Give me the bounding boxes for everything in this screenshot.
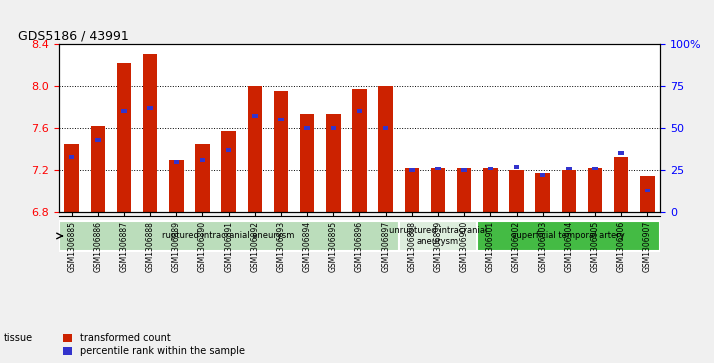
Bar — [64, 144, 79, 212]
Text: GSM1306903: GSM1306903 — [538, 221, 547, 273]
Bar — [614, 158, 628, 212]
Bar — [304, 126, 310, 130]
Bar — [357, 109, 362, 113]
Text: GSM1306888: GSM1306888 — [146, 221, 155, 272]
Bar — [640, 176, 655, 212]
Legend: transformed count, percentile rank within the sample: transformed count, percentile rank withi… — [64, 333, 245, 356]
FancyBboxPatch shape — [398, 221, 477, 250]
Text: GSM1306893: GSM1306893 — [276, 221, 286, 272]
Text: GSM1306898: GSM1306898 — [408, 221, 416, 272]
Text: GSM1306900: GSM1306900 — [460, 221, 468, 273]
Bar — [174, 160, 179, 164]
Text: GSM1306891: GSM1306891 — [224, 221, 233, 272]
Text: GSM1306892: GSM1306892 — [251, 221, 259, 272]
Bar — [278, 118, 283, 121]
Bar — [618, 151, 624, 155]
Bar — [436, 167, 441, 170]
Bar — [645, 188, 650, 192]
Text: GSM1306896: GSM1306896 — [355, 221, 364, 272]
Text: GSM1306889: GSM1306889 — [172, 221, 181, 272]
Bar — [457, 168, 471, 212]
Bar — [431, 168, 446, 212]
Bar — [540, 174, 545, 177]
Text: GSM1306904: GSM1306904 — [564, 221, 573, 273]
Text: GSM1306907: GSM1306907 — [643, 221, 652, 273]
Bar — [536, 173, 550, 212]
Text: tissue: tissue — [4, 333, 33, 343]
Text: ruptured intracranial aneurysm: ruptured intracranial aneurysm — [163, 232, 295, 240]
Text: GSM1306887: GSM1306887 — [119, 221, 129, 272]
Text: GDS5186 / 43991: GDS5186 / 43991 — [18, 29, 129, 42]
Text: GSM1306895: GSM1306895 — [329, 221, 338, 272]
Bar — [91, 126, 105, 212]
Bar — [352, 89, 367, 212]
FancyBboxPatch shape — [477, 221, 660, 250]
Text: unruptured intracranial
aneurysm: unruptured intracranial aneurysm — [389, 226, 487, 246]
Bar — [248, 86, 262, 212]
Bar — [461, 168, 467, 172]
Text: GSM1306902: GSM1306902 — [512, 221, 521, 272]
Text: GSM1306890: GSM1306890 — [198, 221, 207, 272]
Text: GSM1306905: GSM1306905 — [590, 221, 600, 273]
Text: GSM1306886: GSM1306886 — [94, 221, 102, 272]
Bar — [252, 114, 258, 118]
Bar — [147, 106, 153, 110]
Bar — [509, 170, 523, 212]
Bar — [331, 126, 336, 130]
Bar — [514, 165, 519, 169]
Bar — [226, 148, 231, 152]
Bar — [273, 91, 288, 212]
Bar — [383, 126, 388, 130]
Bar — [169, 160, 183, 212]
Text: GSM1306894: GSM1306894 — [303, 221, 311, 272]
Bar — [69, 155, 74, 159]
Text: GSM1306897: GSM1306897 — [381, 221, 390, 272]
Bar — [488, 167, 493, 170]
Bar — [483, 168, 498, 212]
Bar — [221, 131, 236, 212]
Bar — [196, 144, 210, 212]
Text: GSM1306899: GSM1306899 — [433, 221, 443, 272]
Bar — [300, 114, 314, 212]
Bar — [200, 158, 205, 162]
Bar — [566, 167, 572, 170]
Bar — [378, 86, 393, 212]
Text: GSM1306901: GSM1306901 — [486, 221, 495, 272]
Bar — [95, 138, 101, 142]
Bar — [588, 168, 602, 212]
Bar — [409, 168, 415, 172]
Text: GSM1306885: GSM1306885 — [67, 221, 76, 272]
Bar — [121, 109, 126, 113]
Bar — [562, 170, 576, 212]
FancyBboxPatch shape — [59, 221, 398, 250]
Bar — [326, 114, 341, 212]
Bar — [117, 62, 131, 212]
Bar — [405, 168, 419, 212]
Bar — [143, 54, 157, 212]
Text: superficial temporal artery: superficial temporal artery — [513, 232, 625, 240]
Text: GSM1306906: GSM1306906 — [617, 221, 625, 273]
Bar — [593, 167, 598, 170]
